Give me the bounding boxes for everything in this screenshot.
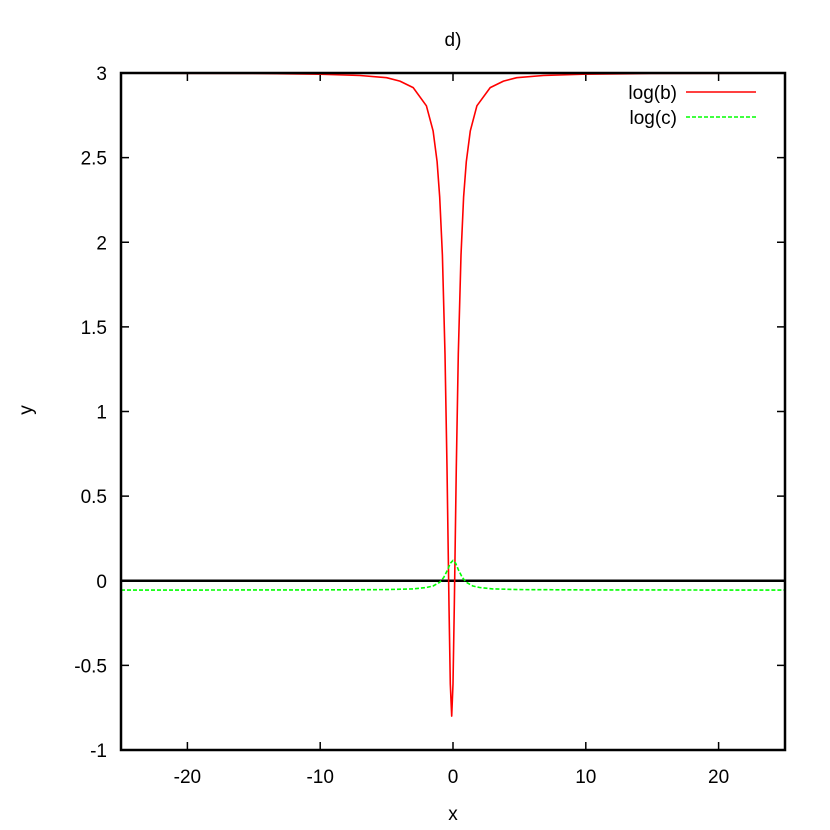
x-axis-label: x xyxy=(448,804,458,825)
y-tick-label: 1 xyxy=(96,403,107,424)
y-tick-label: -1 xyxy=(90,741,107,762)
axis-ticks: -20 -10 0 10 20 -1 -0.5 0 0.5 1 1.5 2 2.5 3 xyxy=(74,64,785,788)
legend-label: log(c) xyxy=(629,108,677,129)
y-tick-label: 1.5 xyxy=(81,318,107,339)
series-line-2 xyxy=(120,559,786,591)
plot-frame xyxy=(119,71,787,752)
x-tick-label: -20 xyxy=(174,767,201,788)
y-tick-label: 2.5 xyxy=(81,149,107,170)
x-tick-label: 20 xyxy=(708,767,729,788)
y-tick-label: 0 xyxy=(96,572,107,593)
plot-series xyxy=(120,72,786,717)
x-tick-label: 10 xyxy=(575,767,596,788)
chart-title: d) xyxy=(445,30,462,51)
x-tick-label: -10 xyxy=(306,767,333,788)
series-line-1 xyxy=(120,72,786,717)
legend-label: log(b) xyxy=(628,83,677,104)
legend: log(b) log(c) xyxy=(628,83,756,129)
y-tick-label: -0.5 xyxy=(74,656,107,677)
y-tick-label: 3 xyxy=(96,64,107,85)
y-axis-label: y xyxy=(16,405,37,415)
y-tick-label: 2 xyxy=(96,233,107,254)
x-tick-label: 0 xyxy=(448,767,459,788)
y-tick-label: 0.5 xyxy=(81,487,107,508)
